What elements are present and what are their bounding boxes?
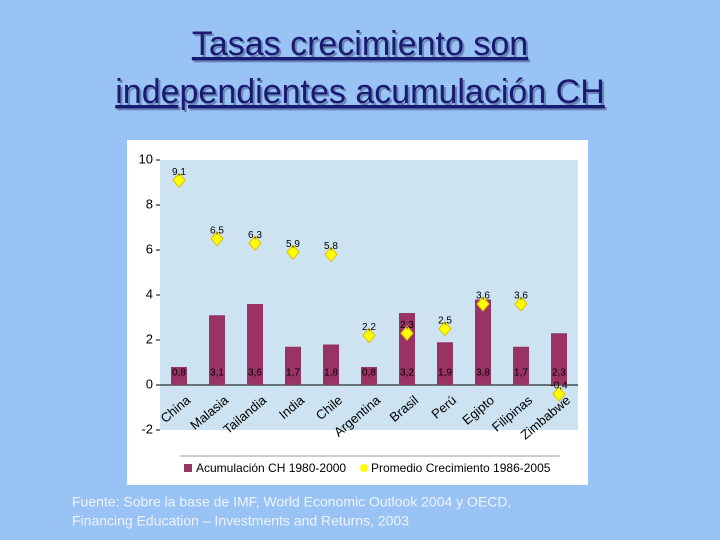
point-value-label: 2,3 [400, 320, 414, 331]
legend-swatch [184, 464, 192, 472]
bar [361, 367, 377, 385]
bar-value-label: 0,8 [362, 368, 376, 379]
marker [286, 244, 300, 261]
marker [552, 386, 566, 402]
marker [400, 325, 414, 342]
bar-value-label: 1,7 [514, 368, 528, 379]
legend-label: Promedio Crecimiento 1986-2005 [371, 461, 551, 475]
title-shadow: Tasas crecimiento son [194, 27, 530, 65]
point-value-label: 3,6 [514, 291, 528, 302]
bar-value-label: 2,3 [552, 368, 566, 379]
bar-value-label: 0,8 [172, 368, 186, 379]
point-value-label: 2,5 [438, 315, 452, 326]
source-note: Fuente: Sobre la base de IMF, World Econ… [72, 494, 511, 510]
y-tick-label: -2 [141, 421, 153, 436]
point-value-label: 5,8 [324, 241, 338, 252]
bar-value-label: 3,8 [476, 368, 490, 379]
point-value-label: 6,5 [210, 225, 224, 236]
marker [210, 230, 224, 247]
bar-value-label: 1,7 [286, 368, 300, 379]
legend-label: Acumulación CH 1980-2000 [196, 461, 346, 475]
bar [171, 367, 187, 385]
marker [248, 235, 262, 252]
point-value-label: 9,1 [172, 167, 186, 178]
y-tick-label: 6 [146, 241, 153, 256]
chart-title: Tasas crecimiento son [192, 25, 528, 63]
bar [209, 315, 225, 385]
y-tick-label: 2 [146, 331, 153, 346]
bar-value-label: 3,2 [400, 368, 414, 379]
bar-value-label: 1,9 [438, 368, 452, 379]
bar [323, 344, 339, 385]
point-value-label: 5,9 [286, 239, 300, 250]
marker [362, 327, 376, 344]
point-value-label: 2,2 [362, 322, 376, 333]
marker [172, 172, 186, 189]
bar [475, 299, 491, 385]
y-tick-label: 10 [139, 151, 153, 166]
point-value-label: 6,3 [248, 230, 262, 241]
bar-value-label: 3,6 [248, 368, 262, 379]
marker [476, 296, 490, 312]
chart-title: independientes acumulación CH [115, 73, 605, 111]
y-tick-label: 8 [146, 196, 153, 211]
bar [437, 342, 453, 385]
marker [514, 296, 528, 312]
source-note: Financing Education – Investments and Re… [72, 513, 409, 529]
legend-swatch [360, 464, 368, 472]
marker [438, 320, 452, 337]
y-tick-label: 0 [146, 376, 153, 391]
y-tick-label: 4 [146, 286, 153, 301]
bar [247, 304, 263, 385]
bar-value-label: 1,8 [324, 368, 338, 379]
point-value-label: -0,4 [550, 381, 568, 392]
bar [513, 346, 529, 385]
bar-value-label: 3,1 [210, 368, 224, 379]
marker [324, 246, 338, 263]
bar [285, 346, 301, 385]
title-shadow: independientes acumulación CH [117, 75, 607, 113]
point-value-label: 3,6 [476, 291, 490, 302]
bar [551, 333, 567, 385]
